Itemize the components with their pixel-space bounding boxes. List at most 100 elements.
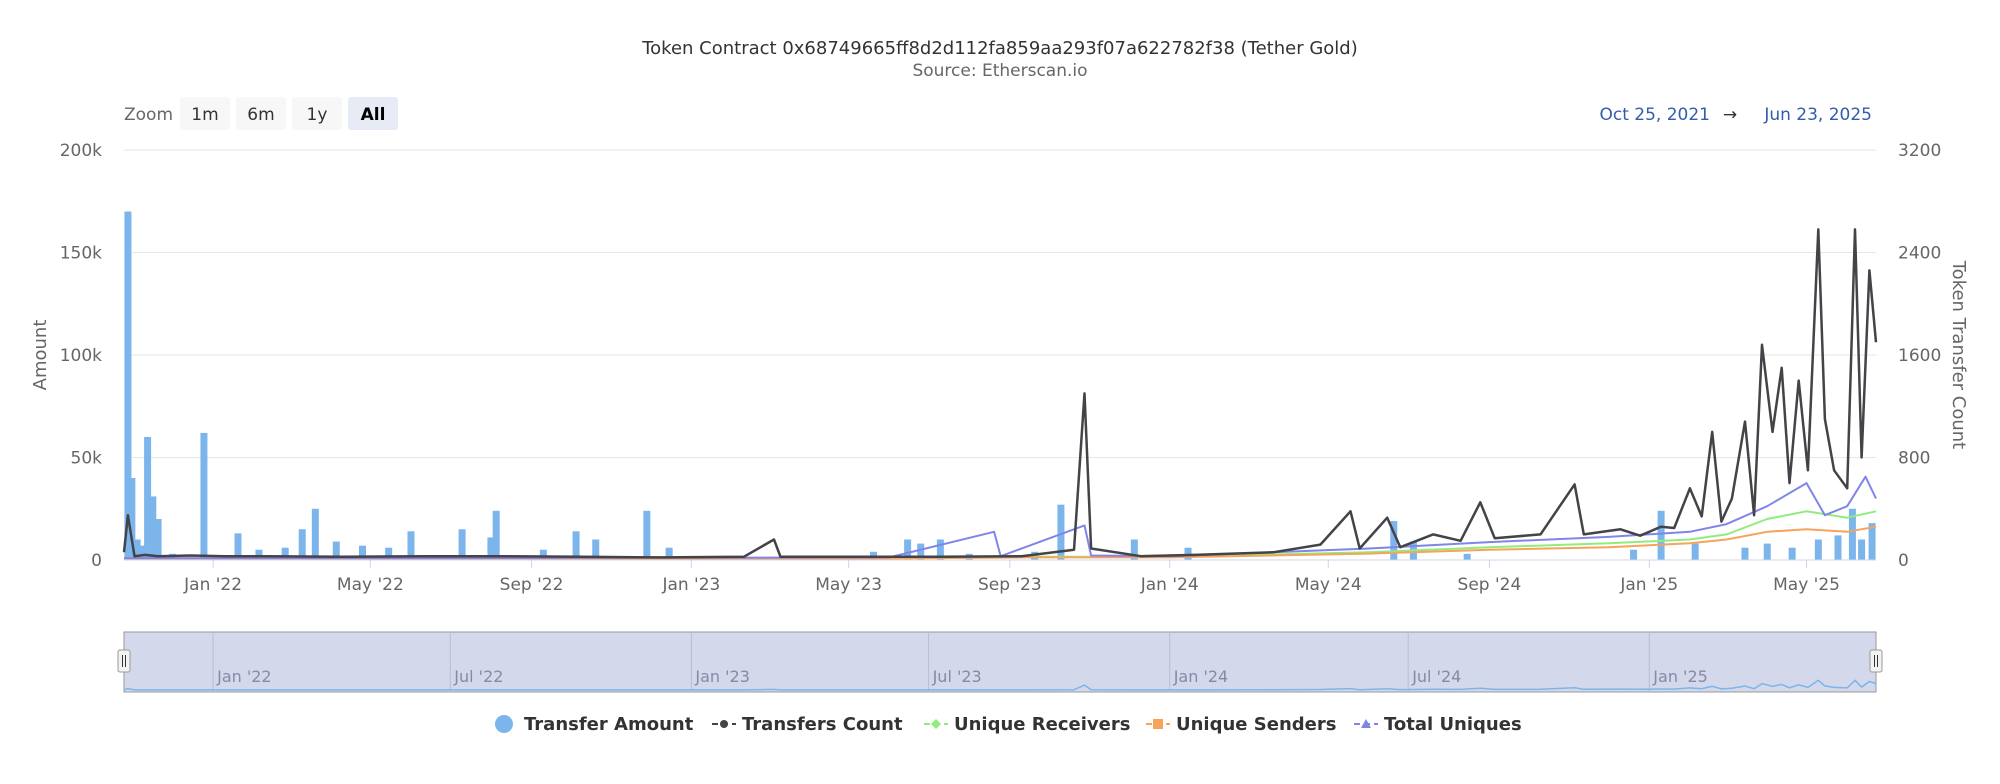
navigator-handle-right[interactable] <box>1869 649 1883 673</box>
y-axis-left-title: Amount <box>30 320 51 391</box>
zoom-button-1y-label: 1y <box>307 105 328 125</box>
navigator-series-line <box>123 679 1877 691</box>
unique-senders-line <box>124 525 1877 560</box>
zoom-button-all-label: All <box>361 105 386 125</box>
y-axis-left: 0 50k 100k 150k 200k <box>60 141 102 571</box>
x-tick-label: May '22 <box>337 575 404 595</box>
x-tick-label: Jan '24 <box>1140 575 1199 595</box>
chart-title: Token Contract 0x68749665ff8d2d112fa859a… <box>641 38 1358 59</box>
zoom-button-1m[interactable]: 1m <box>180 97 230 130</box>
transfer-amount-bar <box>128 478 136 560</box>
x-tick-label: May '23 <box>815 575 882 595</box>
legend-marker <box>495 715 513 733</box>
zoom-label: Zoom <box>124 105 173 125</box>
legend-label: Total Uniques <box>1384 714 1522 735</box>
line-series <box>122 228 1878 560</box>
transfer-amount-bar <box>124 211 132 560</box>
y-left-tick-label: 0 <box>91 551 102 571</box>
transfer-amount-bar <box>358 545 366 560</box>
y-axis-right: 0 800 1600 2400 3200 <box>1898 141 1941 571</box>
transfer-amount-bar <box>1741 547 1749 560</box>
transfer-amount-bar <box>332 541 340 560</box>
transfer-amount-bar <box>1848 508 1856 560</box>
x-tick-label: Sep '22 <box>500 575 564 595</box>
transfer-amount-bar <box>1834 535 1842 560</box>
transfer-amount-bar <box>572 531 580 560</box>
transfer-amount-bar <box>1657 510 1665 560</box>
transfer-amount-bar <box>936 539 944 560</box>
legend-label: Unique Receivers <box>954 714 1130 735</box>
transfer-amount-bar <box>904 539 912 560</box>
range-to[interactable]: Jun 23, 2025 <box>1763 105 1872 125</box>
navigator-tick-label: Jan '23 <box>694 667 750 686</box>
legend: Transfer Amount Transfers Count Unique Rec… <box>495 714 1522 735</box>
x-tick-label: Jan '22 <box>183 575 242 595</box>
legend-marker <box>931 719 941 729</box>
transfer-amount-bar <box>1814 539 1822 560</box>
navigator-selection[interactable] <box>123 631 1877 693</box>
transfer-amount-bar <box>492 510 500 560</box>
total-uniques-line <box>124 475 1877 560</box>
transfer-amount-bar <box>407 531 415 560</box>
transfer-amount-bar <box>1763 543 1771 560</box>
transfer-amount-bars <box>124 211 1876 560</box>
x-tick-label: Jan '23 <box>661 575 720 595</box>
date-range: Oct 25, 2021 → Jun 23, 2025 <box>1600 105 1873 125</box>
transfer-amount-bar <box>917 543 925 560</box>
navigator-tick-label: Jan '22 <box>216 667 272 686</box>
y-right-tick-label: 0 <box>1898 551 1909 571</box>
transfer-amount-bar <box>1868 523 1876 560</box>
x-tick-label: May '24 <box>1295 575 1362 595</box>
zoom-button-6m[interactable]: 6m <box>236 97 286 130</box>
zoom-button-all[interactable]: All <box>348 97 398 130</box>
zoom-button-6m-label: 6m <box>247 105 274 125</box>
transfer-amount-bar <box>1057 504 1065 560</box>
navigator-tick-label: Jul '24 <box>1411 667 1461 686</box>
transfer-amount-bar <box>200 432 208 560</box>
grid-lines <box>124 149 1876 561</box>
navigator-tick-label: Jul '22 <box>453 667 503 686</box>
transfer-amount-bar <box>665 547 673 560</box>
navigator-tick-label: Jan '25 <box>1652 667 1708 686</box>
y-right-tick-label: 2400 <box>1898 244 1941 264</box>
transfer-amount-bar <box>643 510 651 560</box>
range-arrow: → <box>1723 105 1737 125</box>
x-tick-label: Jan '25 <box>1619 575 1678 595</box>
zoom-button-1y[interactable]: 1y <box>292 97 342 130</box>
transfer-amount-bar <box>1630 549 1638 560</box>
zoom-button-1m-label: 1m <box>191 105 218 125</box>
navigator[interactable]: Jan '22 Jul '22 Jan '23 Jul '23 Jan '24 Jul '… <box>117 631 1883 693</box>
navigator-handle-left[interactable] <box>117 649 131 673</box>
legend-label: Unique Senders <box>1176 714 1336 735</box>
legend-item-transfers-count[interactable]: Transfers Count <box>712 714 903 735</box>
y-axis-right-title: Token Transfer Count <box>1948 260 1969 450</box>
legend-item-transfer-amount[interactable]: Transfer Amount <box>495 714 694 735</box>
x-tick-label: Sep '24 <box>1458 575 1522 595</box>
y-right-tick-label: 1600 <box>1898 346 1941 366</box>
y-left-tick-label: 150k <box>60 244 102 264</box>
chart-subtitle: Source: Etherscan.io <box>912 61 1087 81</box>
transfer-amount-bar <box>138 545 146 560</box>
transfer-amount-bar <box>385 547 393 560</box>
transfers-count-line <box>122 228 1878 559</box>
transfer-amount-bar <box>1390 521 1398 560</box>
legend-item-total-uniques[interactable]: Total Uniques <box>1354 714 1522 735</box>
legend-item-unique-receivers[interactable]: Unique Receivers <box>924 714 1130 735</box>
transfer-amount-bar <box>1691 543 1699 560</box>
transfer-amount-bar <box>1130 539 1138 560</box>
transfer-amount-bar <box>1858 539 1866 560</box>
transfer-amount-bar <box>1788 547 1796 560</box>
y-left-tick-label: 200k <box>60 141 102 161</box>
range-from[interactable]: Oct 25, 2021 <box>1600 105 1711 125</box>
transfer-amount-bar <box>234 533 242 560</box>
transfer-amount-bar <box>149 496 157 560</box>
x-tick-label: May '25 <box>1773 575 1840 595</box>
legend-item-unique-senders[interactable]: Unique Senders <box>1146 714 1336 735</box>
zoom-controls: Zoom 1m 6m 1y All <box>124 97 398 130</box>
x-tick-label: Sep '23 <box>978 575 1042 595</box>
transfer-amount-bar <box>255 549 263 560</box>
x-axis: Jan '22 May '22 Sep '22 Jan '23 May '23 Sep '… <box>124 559 1876 595</box>
legend-label: Transfers Count <box>742 714 903 735</box>
transfer-amount-bar <box>1463 553 1471 560</box>
